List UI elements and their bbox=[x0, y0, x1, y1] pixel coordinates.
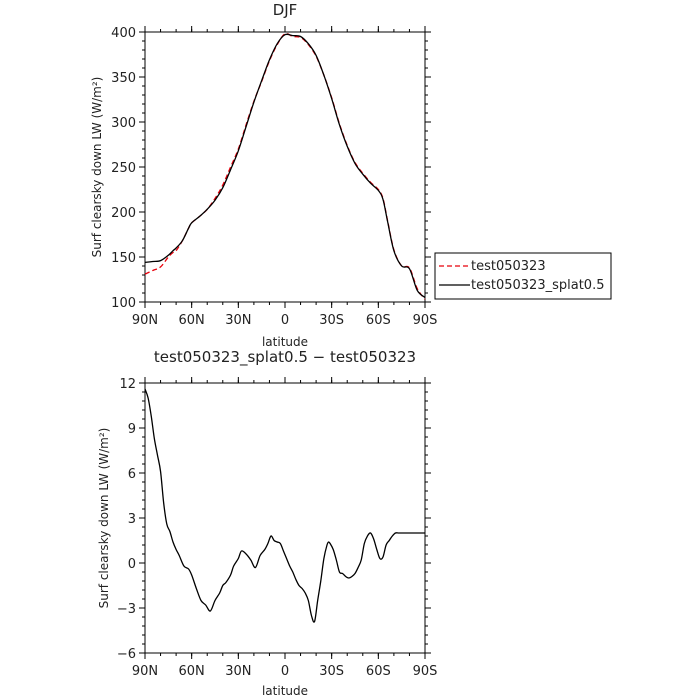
top-series-group bbox=[144, 32, 426, 300]
legend-box bbox=[434, 252, 612, 300]
bottom-series-line-difference bbox=[144, 388, 425, 623]
bottom-ytick-label: 3 bbox=[128, 512, 136, 527]
bottom-ytick-label: 0 bbox=[128, 557, 136, 572]
legend-label-splat: test050323_splat0.5 bbox=[471, 278, 604, 293]
top-chart-title: DJF bbox=[273, 1, 298, 19]
top-axis-ticks: 90N 60N 30N 0 30S 60S 90S 100 150 200 250 300 350 400 bbox=[111, 26, 437, 328]
bottom-xtick-label: 30N bbox=[225, 664, 251, 679]
bottom-ytick-label: 6 bbox=[128, 467, 136, 482]
panel-top: DJF 90N 60N 30N 0 30S 60S 90S 100 150 200 250 300 35… bbox=[90, 1, 437, 349]
panel-bottom: test050323_splat0.5 − test050323 90N 60N 3… bbox=[97, 348, 437, 698]
top-xtick-label: 90S bbox=[413, 313, 438, 328]
top-xtick-label: 0 bbox=[281, 313, 289, 328]
top-xaxis-label: latitude bbox=[262, 335, 308, 349]
bottom-xtick-label: 60N bbox=[179, 664, 205, 679]
bottom-xtick-label: 30S bbox=[319, 664, 344, 679]
top-ytick-label: 200 bbox=[111, 206, 136, 221]
top-ytick-label: 250 bbox=[111, 161, 136, 176]
bottom-xtick-label: 0 bbox=[281, 664, 289, 679]
bottom-xtick-label: 90N bbox=[132, 664, 158, 679]
top-xtick-label: 30S bbox=[319, 313, 344, 328]
bottom-plot-frame bbox=[144, 382, 426, 654]
top-xtick-label: 90N bbox=[132, 313, 158, 328]
top-ytick-label: 400 bbox=[111, 26, 136, 41]
top-ytick-label: 300 bbox=[111, 116, 136, 131]
bottom-ytick-label: 12 bbox=[119, 377, 136, 392]
top-ytick-label: 350 bbox=[111, 71, 136, 86]
bottom-xtick-label: 60S bbox=[366, 664, 391, 679]
top-ytick-label: 150 bbox=[111, 251, 136, 266]
top-xtick-label: 60N bbox=[179, 313, 205, 328]
top-ytick-label: 100 bbox=[111, 296, 136, 311]
top-series-line-test050323-splat0-5 bbox=[144, 33, 426, 299]
legend-label-test050323: test050323 bbox=[471, 259, 546, 274]
top-series-line-test050323 bbox=[144, 32, 426, 300]
bottom-series-group bbox=[144, 388, 425, 623]
top-plot-frame bbox=[144, 31, 426, 303]
bottom-axis-ticks: 90N 60N 30N 0 30S 60S 90S −6 −3 0 3 6 9 12 bbox=[117, 377, 438, 679]
bottom-ytick-label: −6 bbox=[117, 647, 136, 662]
bottom-xaxis-label: latitude bbox=[262, 684, 308, 698]
bottom-chart-title: test050323_splat0.5 − test050323 bbox=[154, 348, 416, 367]
bottom-xtick-label: 90S bbox=[413, 664, 438, 679]
legend: test050323 test050323_splat0.5 bbox=[434, 252, 612, 300]
top-yaxis-label: Surf clearsky down LW (W/m²) bbox=[90, 77, 104, 258]
bottom-yaxis-label: Surf clearsky down LW (W/m²) bbox=[97, 428, 111, 609]
bottom-ytick-label: −3 bbox=[117, 602, 136, 617]
bottom-ytick-label: 9 bbox=[128, 422, 136, 437]
top-xtick-label: 30N bbox=[225, 313, 251, 328]
top-xtick-label: 60S bbox=[366, 313, 391, 328]
